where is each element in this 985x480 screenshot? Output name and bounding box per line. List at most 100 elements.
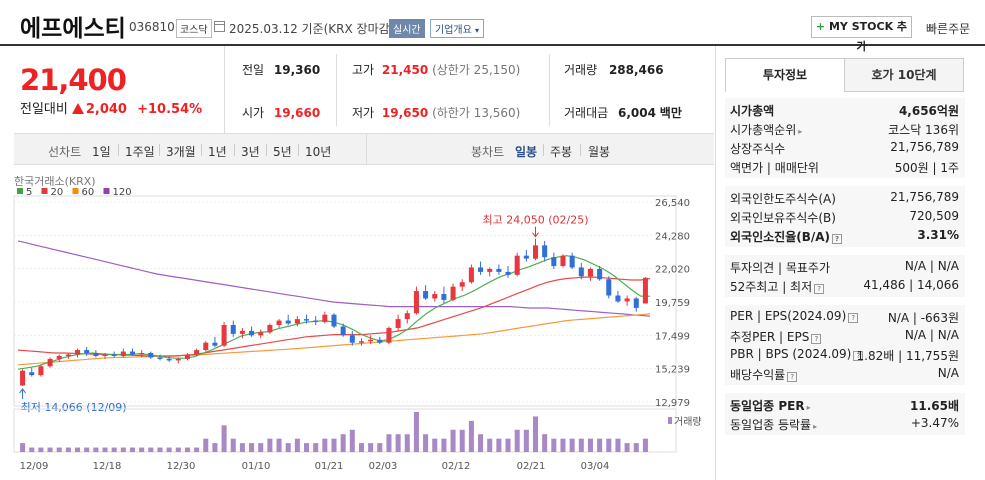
help-icon[interactable]: ? (853, 351, 864, 361)
stat-prev: 전일 19,360 (242, 61, 320, 78)
period-1y[interactable]: 1년 (208, 145, 227, 159)
help-icon[interactable]: ? (787, 372, 798, 382)
volume-bar (377, 443, 383, 452)
volume-bar (523, 429, 529, 452)
candle-weekly[interactable]: 주봉 (550, 145, 573, 159)
section-market-cap: 시가총액 4,656억원 시가총액순위 ▸ 코스닥 136위 상장주식수 21,756,… (725, 98, 965, 178)
candle-body (20, 370, 26, 386)
y-tick-label: 26,540 (655, 198, 690, 209)
lower-limit: (하한가 13,560) (432, 106, 521, 120)
volume-bar (93, 447, 99, 452)
chart-toolbar: 선차트 1일 1주일 3개월 1년 3년 5년 10년 봉차트 일봉 주봉 월봉 (14, 133, 714, 165)
volume-bar (368, 443, 374, 452)
volume-bar (47, 447, 53, 452)
fast-order-link[interactable]: 빠른주문 (926, 22, 971, 36)
stat-open: 시가 19,660 (242, 104, 320, 121)
tab-invest-info[interactable]: 투자정보 (725, 58, 845, 92)
volume-bar (578, 438, 584, 452)
candle-body (65, 354, 71, 356)
candle-body (358, 341, 364, 343)
candle-body (523, 255, 529, 259)
section-foreign: 외국인한도주식수(A) 21,756,789 외국인보유주식수(B) 720,509… (725, 186, 965, 247)
candle-body (194, 350, 200, 355)
period-3m[interactable]: 3개월 (166, 145, 196, 159)
volume-bar (212, 443, 218, 452)
realtime-button[interactable]: 실시간 (389, 19, 425, 38)
x-tick-label: 12/09 (20, 461, 49, 472)
sector-per-link[interactable]: 동일업종 PER ▸ (730, 397, 811, 414)
line-chart-label: 선차트 (48, 145, 82, 159)
candle-body (432, 294, 438, 299)
candle-body (633, 298, 639, 308)
opinion-value: N/A | N/A (904, 259, 959, 273)
stock-header: 에프에스티 036810 코스닥 2025.03.12 기준(KRX 장마감) … (0, 0, 985, 53)
calendar-icon (214, 21, 225, 32)
per-label: PER | EPS(2024.09) (730, 309, 847, 323)
w52-label: 52주최고 | 최저 (730, 280, 813, 294)
period-1w[interactable]: 1주일 (125, 145, 155, 159)
candle-body (404, 313, 410, 320)
candle-body (212, 342, 218, 346)
company-info-button[interactable]: 기업개요 ▾ (430, 19, 485, 38)
chevron-right-icon: ▸ (798, 127, 803, 136)
help-icon[interactable]: ? (848, 313, 859, 323)
volume-bar (587, 438, 593, 452)
volume-bar (230, 438, 236, 452)
ma120-line (17, 240, 651, 317)
volume-bar (221, 425, 227, 452)
help-icon[interactable]: ? (832, 234, 843, 244)
candle-body (487, 268, 493, 272)
volume-bar (56, 447, 62, 452)
candle-daily[interactable]: 일봉 (515, 145, 538, 159)
stat-prev-value: 19,360 (273, 63, 321, 77)
stat-amount-value: 6,004 (618, 106, 656, 120)
mcap-rank-link[interactable]: 시가총액순위 ▸ (730, 121, 802, 138)
candle-body (276, 320, 282, 325)
mystock-add-button[interactable]: + MY STOCK 추가 (811, 16, 912, 53)
candle-body (175, 358, 181, 361)
period-1d[interactable]: 1일 (92, 145, 111, 159)
candle-body (111, 354, 117, 356)
volume-bar (468, 420, 474, 452)
help-icon[interactable]: ? (814, 284, 825, 294)
annotations: 최고 24,050 (02/25) 최저 14,066 (12/09) (19, 214, 589, 414)
period-3y[interactable]: 3년 (241, 145, 260, 159)
volume-bar (29, 447, 35, 452)
candle-monthly[interactable]: 월봉 (588, 145, 611, 159)
legend-label-5: 5 (26, 187, 32, 198)
foreign-ratio-label: 외국인소진율(B/A)? (730, 228, 843, 245)
volume-bar (505, 438, 511, 452)
candle-body (38, 366, 44, 376)
volume-bar (84, 447, 90, 452)
candle-body (514, 255, 520, 275)
tab-orderbook[interactable]: 호가 10단계 (844, 58, 964, 92)
volume-bar (203, 438, 209, 452)
volume-bar (459, 429, 465, 452)
eper-value: N/A | N/A (904, 328, 959, 342)
candle-body (221, 324, 227, 346)
candle-body (120, 351, 126, 356)
volume-bar (139, 447, 145, 452)
market-badge: 코스닥 (176, 19, 212, 38)
sector-per-value: 11.65배 (910, 399, 959, 413)
legend-swatch-5 (17, 188, 23, 194)
period-5y[interactable]: 5년 (273, 145, 292, 159)
candle-body (29, 372, 35, 376)
volume-bar (358, 443, 364, 452)
stat-low: 저가 19,650 (하한가 13,560) (352, 104, 520, 121)
help-icon[interactable]: ? (811, 334, 822, 344)
candle-body (148, 353, 154, 358)
stat-open-value: 19,660 (273, 106, 321, 120)
legend-swatch-60 (72, 188, 79, 194)
price-chart[interactable]: 한국거래소(KRX) 5 20 60 120 26,540 24,280 22,020 19… (0, 166, 715, 480)
low-annotation: 최저 14,066 (12/09) (21, 401, 127, 414)
candle-body (84, 350, 90, 354)
volume-bar (258, 443, 264, 452)
candle-body (532, 245, 539, 259)
volume-bar (395, 434, 401, 452)
candle-body (450, 286, 456, 300)
volume-bar (413, 412, 419, 452)
sector-chg-link[interactable]: 동일업종 등락률 ▸ (730, 416, 817, 433)
period-10y[interactable]: 10년 (305, 145, 332, 159)
candle-body (560, 255, 566, 267)
